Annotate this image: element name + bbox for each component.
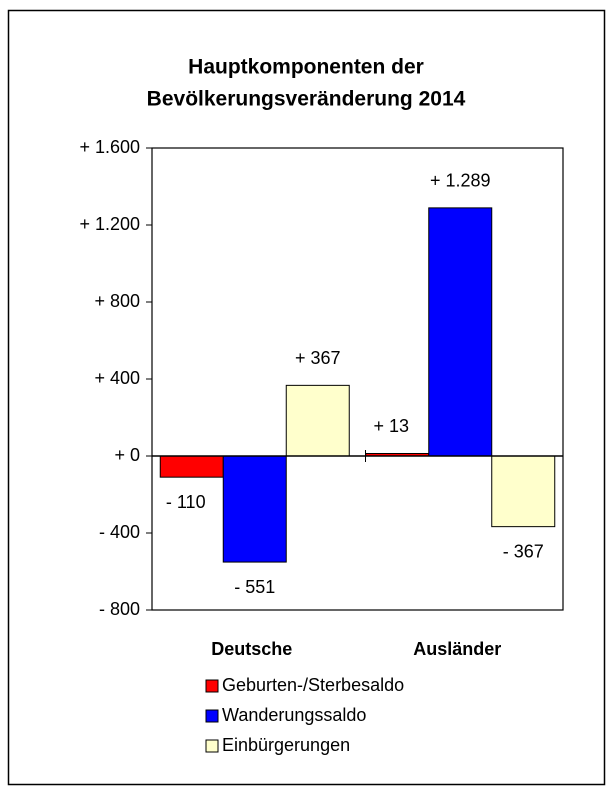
bar	[428, 207, 493, 457]
legend-swatch	[205, 709, 219, 723]
y-tick-label: + 400	[94, 368, 140, 388]
x-tick-label: Ausländer	[413, 639, 501, 659]
y-tick-label: - 800	[99, 599, 140, 619]
legend-swatch	[205, 679, 219, 693]
value-label: - 551	[234, 577, 275, 597]
y-tick-label: + 0	[114, 445, 140, 465]
value-label: + 367	[295, 348, 341, 368]
legend-label: Einbürgerungen	[222, 735, 350, 755]
chart-title: Hauptkomponenten der	[188, 56, 424, 79]
bar	[285, 384, 350, 457]
y-tick-label: + 800	[94, 291, 140, 311]
bar	[491, 455, 556, 528]
value-label: + 1.289	[430, 171, 491, 191]
value-label: + 13	[373, 416, 409, 436]
bar	[222, 455, 287, 563]
legend-label: Wanderungssaldo	[222, 705, 366, 725]
y-tick-label: + 1.200	[79, 214, 140, 234]
value-label: - 367	[503, 541, 544, 561]
legend-label: Geburten-/Sterbesaldo	[222, 675, 404, 695]
bar	[159, 455, 224, 478]
chart-title: Bevölkerungsveränderung 2014	[147, 88, 466, 111]
y-tick-label: + 1.600	[79, 137, 140, 157]
legend-swatch	[205, 739, 219, 753]
value-label: - 110	[166, 492, 206, 512]
x-tick-label: Deutsche	[211, 639, 292, 659]
y-tick-label: - 400	[99, 522, 140, 542]
